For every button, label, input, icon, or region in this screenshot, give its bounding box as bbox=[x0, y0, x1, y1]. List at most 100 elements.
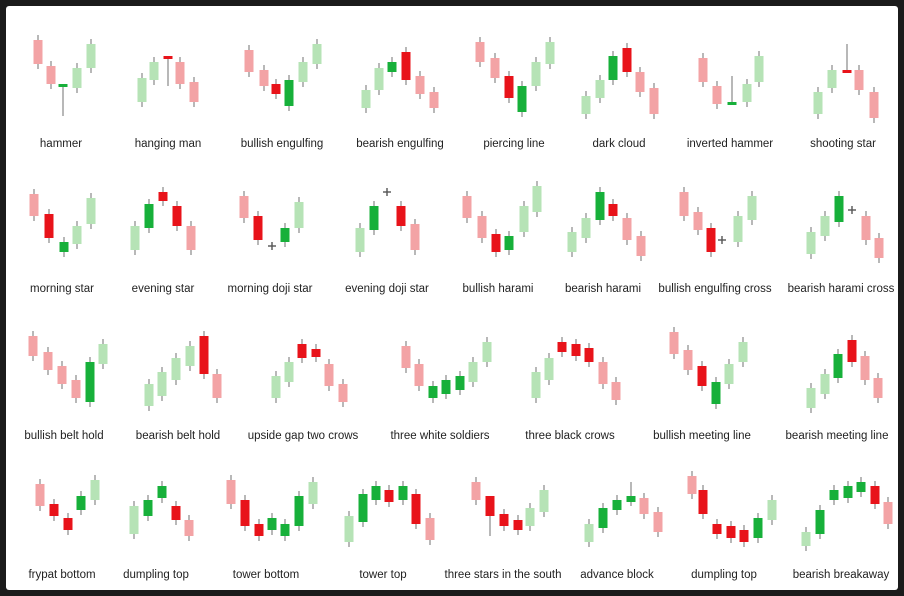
candle-29-3 bbox=[612, 500, 622, 510]
candle-5-3 bbox=[504, 76, 514, 98]
candle-8-1 bbox=[813, 92, 823, 114]
pattern-label-tower-bottom: tower bottom bbox=[232, 569, 300, 581]
candle-15-3 bbox=[706, 228, 716, 252]
candle-15-1 bbox=[679, 192, 689, 216]
pattern-label-bearish-harami-cross: bearish harami cross bbox=[787, 283, 895, 295]
candle-24-1 bbox=[35, 484, 45, 506]
candle-14-5 bbox=[622, 218, 632, 240]
candle-26-1 bbox=[226, 480, 236, 504]
pattern-label-evening-doji-star: evening doji star bbox=[345, 283, 429, 295]
candle-3-6 bbox=[312, 44, 322, 64]
candle-4-4 bbox=[401, 52, 411, 80]
candle-2-2 bbox=[149, 62, 159, 80]
pattern-label-bullish-belt-hold: bullish belt hold bbox=[24, 430, 104, 442]
candle-24-5 bbox=[90, 480, 100, 500]
pattern-label-hanging-man: hanging man bbox=[134, 138, 202, 150]
candle-8-4 bbox=[854, 70, 864, 90]
candle-18-1 bbox=[144, 384, 154, 406]
candle-11-2 bbox=[253, 216, 263, 240]
candle-13-3 bbox=[491, 234, 501, 252]
candle-27-3 bbox=[371, 486, 381, 500]
candle-14-3 bbox=[595, 192, 605, 220]
candle-2-5 bbox=[189, 82, 199, 102]
candle-1-2 bbox=[46, 66, 56, 84]
candle-25-2 bbox=[143, 500, 153, 516]
candle-31-5 bbox=[856, 482, 866, 492]
candle-19-6 bbox=[338, 384, 348, 402]
candle-3-5 bbox=[298, 62, 308, 82]
candle-27-4 bbox=[384, 490, 394, 502]
candle-21-4 bbox=[571, 344, 581, 356]
candle-31-6 bbox=[870, 486, 880, 504]
pattern-label-dumpling-top-2: dumpling top bbox=[691, 569, 757, 581]
candle-20-5 bbox=[455, 376, 465, 390]
candle-3-2 bbox=[259, 70, 269, 86]
candle-16-1 bbox=[806, 232, 816, 254]
pattern-label-bullish-engulfing-cross: bullish engulfing cross bbox=[658, 283, 772, 295]
candle-22-6 bbox=[738, 342, 748, 362]
candle-4-1 bbox=[361, 90, 371, 108]
candle-12-5 bbox=[410, 224, 420, 250]
candle-25-3 bbox=[157, 486, 167, 498]
pattern-label-piercing-line: piercing line bbox=[483, 138, 545, 150]
candle-13-2 bbox=[477, 216, 487, 238]
candle-30-4 bbox=[726, 526, 736, 538]
candle-28-3 bbox=[499, 514, 509, 526]
candle-22-3 bbox=[697, 366, 707, 386]
candle-13-1 bbox=[462, 196, 472, 218]
candle-25-5 bbox=[184, 520, 194, 536]
pattern-label-bearish-breakaway: bearish breakaway bbox=[792, 569, 890, 581]
candle-12-2 bbox=[369, 206, 379, 230]
candle-14-2 bbox=[581, 218, 591, 238]
candle-22-5 bbox=[724, 364, 734, 384]
candle-4-5 bbox=[415, 76, 425, 94]
candle-27-1 bbox=[344, 516, 354, 542]
candle-28-1 bbox=[471, 482, 481, 500]
pattern-label-morning-star: morning star bbox=[30, 283, 94, 295]
candle-28-6 bbox=[539, 490, 549, 512]
candle-17-5 bbox=[85, 362, 95, 402]
candle-2-4 bbox=[175, 62, 185, 84]
candle-23-6 bbox=[873, 378, 883, 398]
candle-24-2 bbox=[49, 504, 59, 516]
candle-31-3 bbox=[829, 490, 839, 500]
candle-19-1 bbox=[271, 376, 281, 398]
candle-30-7 bbox=[767, 500, 777, 520]
candle-26-6 bbox=[294, 496, 304, 526]
candle-31-7 bbox=[883, 502, 893, 524]
candle-19-5 bbox=[324, 364, 334, 386]
candle-17-4 bbox=[71, 380, 81, 398]
candle-17-1 bbox=[28, 336, 38, 356]
candle-26-5 bbox=[280, 524, 290, 536]
candle-17-2 bbox=[43, 352, 53, 370]
candle-17-3 bbox=[57, 366, 67, 384]
candle-5-1 bbox=[475, 42, 485, 62]
pattern-label-shooting-star: shooting star bbox=[810, 138, 876, 150]
candle-20-7 bbox=[482, 342, 492, 362]
candle-4-6 bbox=[429, 92, 439, 108]
candle-7-1 bbox=[698, 58, 708, 82]
candle-22-2 bbox=[683, 350, 693, 370]
pattern-label-bullish-meeting-line: bullish meeting line bbox=[653, 430, 751, 442]
candle-20-2 bbox=[414, 364, 424, 386]
candle-5-2 bbox=[490, 58, 500, 78]
candle-4-3 bbox=[387, 62, 397, 72]
candle-7-3 bbox=[727, 102, 737, 105]
candle-9-5 bbox=[86, 198, 96, 224]
candle-30-5 bbox=[739, 530, 749, 542]
candle-25-1 bbox=[129, 506, 139, 534]
candle-27-7 bbox=[425, 518, 435, 540]
candle-9-1 bbox=[29, 194, 39, 216]
candle-12-1 bbox=[355, 228, 365, 252]
pattern-label-morning-doji-star: morning doji star bbox=[227, 283, 313, 295]
candle-22-4 bbox=[711, 382, 721, 404]
candle-18-5 bbox=[199, 336, 209, 374]
candle-30-6 bbox=[753, 518, 763, 538]
candle-16-6 bbox=[874, 238, 884, 258]
candle-21-5 bbox=[584, 348, 594, 362]
candle-31-1 bbox=[801, 532, 811, 546]
pattern-label-bearish-meeting-line: bearish meeting line bbox=[785, 430, 889, 442]
candle-19-3 bbox=[297, 344, 307, 358]
candle-21-3 bbox=[557, 342, 567, 352]
pattern-label-tower-top: tower top bbox=[359, 569, 407, 581]
